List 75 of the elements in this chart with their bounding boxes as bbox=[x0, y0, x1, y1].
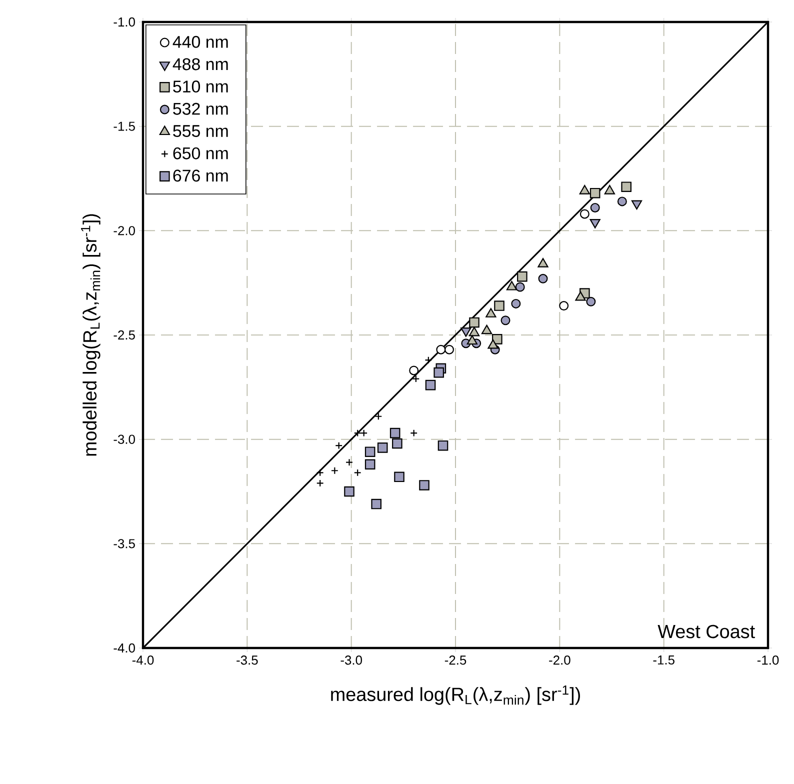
x-tick-label: -2.0 bbox=[549, 656, 570, 665]
point bbox=[390, 428, 400, 438]
x-tick-label: -4.0 bbox=[132, 656, 154, 665]
point bbox=[488, 339, 498, 349]
point bbox=[410, 429, 418, 437]
point bbox=[604, 184, 615, 194]
point bbox=[434, 367, 444, 378]
point bbox=[364, 459, 376, 470]
point bbox=[515, 282, 525, 292]
point bbox=[344, 486, 354, 497]
point bbox=[377, 442, 388, 453]
point bbox=[409, 366, 419, 376]
point bbox=[500, 316, 510, 326]
point bbox=[425, 380, 436, 390]
point bbox=[360, 429, 368, 437]
y-tick-label: -2.0 bbox=[114, 226, 135, 236]
point bbox=[575, 291, 586, 301]
point bbox=[494, 300, 504, 311]
legend-label: 650 nm bbox=[173, 147, 228, 160]
point bbox=[579, 184, 590, 194]
point bbox=[436, 344, 446, 354]
point bbox=[590, 202, 600, 212]
point bbox=[511, 298, 521, 308]
point bbox=[466, 335, 478, 345]
point bbox=[364, 446, 376, 457]
x-tick-label: -3.5 bbox=[236, 656, 258, 665]
y-axis-title: modelled log(R$_{L}$(λ,z$_{min}$) [sr$^{-1}$]) bbox=[81, 214, 100, 456]
y-tick-label: -3.5 bbox=[114, 539, 135, 548]
x-axis-title: measured log(R$_{L}$(λ,z$_{min}$) [sr$^{-1}$]) bbox=[331, 686, 580, 705]
point bbox=[316, 468, 324, 476]
point bbox=[419, 480, 430, 490]
point bbox=[371, 498, 382, 510]
point bbox=[335, 442, 343, 450]
point bbox=[374, 412, 382, 420]
x-tick-label: -1.0 bbox=[757, 656, 779, 665]
point bbox=[586, 296, 596, 306]
legend-label: 555 nm bbox=[173, 125, 228, 138]
point bbox=[590, 188, 600, 198]
point bbox=[438, 440, 448, 451]
point bbox=[316, 479, 324, 487]
legend-label: 488 nm bbox=[172, 58, 228, 70]
point bbox=[621, 182, 632, 192]
legend-label: 676 nm bbox=[173, 170, 228, 182]
annotation: West Coast bbox=[658, 624, 755, 638]
x-tick-label: -2.5 bbox=[444, 656, 466, 665]
point bbox=[444, 344, 454, 354]
point bbox=[346, 458, 354, 466]
point bbox=[559, 301, 569, 311]
point bbox=[392, 438, 402, 449]
legend-label: 510 nm bbox=[173, 80, 228, 93]
point bbox=[486, 308, 496, 318]
point bbox=[506, 280, 518, 290]
point bbox=[538, 258, 548, 268]
legend-label: 440 nm bbox=[172, 36, 228, 48]
point bbox=[330, 466, 338, 474]
legend-label: 532 nm bbox=[173, 102, 228, 115]
point bbox=[481, 324, 492, 334]
x-tick-label: -1.5 bbox=[653, 656, 674, 665]
point bbox=[354, 468, 362, 476]
y-tick-label: -4.0 bbox=[114, 643, 135, 653]
point bbox=[469, 317, 480, 328]
y-tick-label: -3.0 bbox=[114, 434, 135, 444]
point bbox=[538, 274, 548, 284]
x-tick-label: -3.0 bbox=[340, 656, 362, 665]
point bbox=[394, 472, 404, 482]
y-tick-label: -1.5 bbox=[114, 122, 135, 131]
point bbox=[617, 196, 627, 206]
point bbox=[424, 356, 432, 364]
y-tick-label: -2.5 bbox=[114, 330, 135, 340]
point bbox=[354, 429, 362, 437]
point bbox=[517, 271, 528, 282]
point bbox=[412, 375, 420, 383]
point bbox=[468, 326, 480, 336]
y-tick-label: -1.0 bbox=[114, 17, 135, 27]
point bbox=[580, 209, 590, 219]
